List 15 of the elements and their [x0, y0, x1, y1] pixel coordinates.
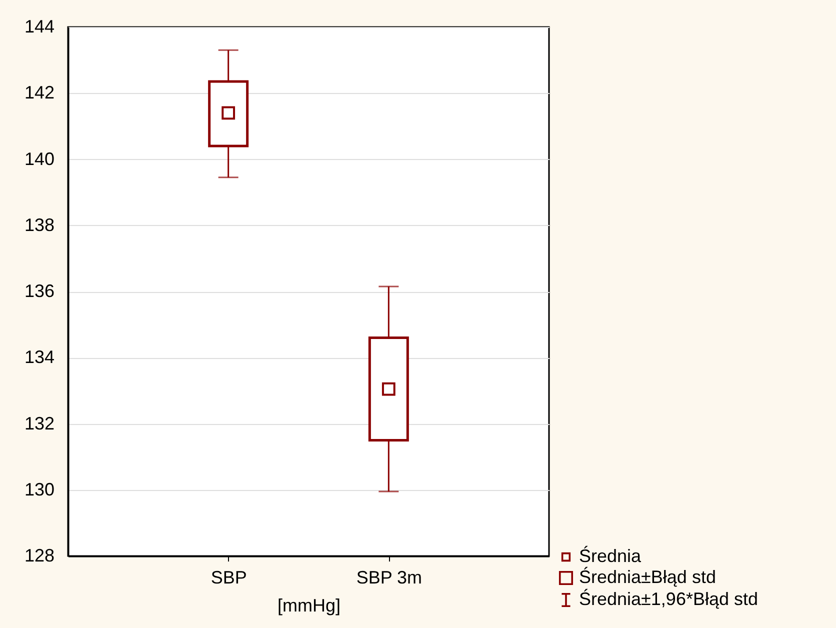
x-tick-label: SBP 3m: [356, 568, 422, 588]
x-axis-title: [mmHg]: [278, 596, 340, 616]
y-tick-label: 128: [24, 546, 54, 566]
y-tick-label: 144: [24, 16, 54, 36]
y-tick-label: 134: [24, 347, 54, 368]
y-tick-label: 140: [24, 148, 54, 169]
y-tick-label: 130: [24, 479, 54, 500]
y-tick-label: 142: [24, 82, 54, 103]
y-tick-label: 136: [24, 281, 54, 301]
y-tick-label: 132: [24, 413, 54, 434]
x-tick-label: SBP: [210, 568, 247, 588]
y-tick-label: 138: [24, 214, 54, 235]
text: Średnia±1,96*Błąd std: [579, 588, 758, 609]
text: Średnia: [579, 545, 642, 566]
text: Średnia±Błąd std: [579, 566, 716, 587]
